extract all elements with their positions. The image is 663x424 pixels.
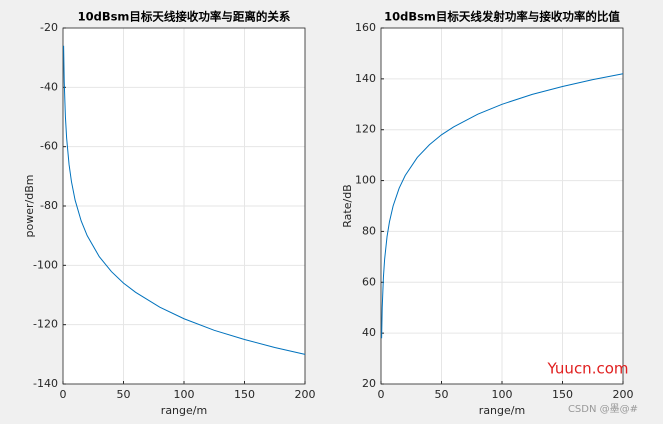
x-tick-label: 0 xyxy=(378,388,385,401)
x-tick-label: 50 xyxy=(117,388,131,401)
y-axis-label: power/dBm xyxy=(23,175,36,238)
chart-title: 10dBsm目标天线发射功率与接收功率的比值 xyxy=(384,10,620,24)
x-tick-label: 50 xyxy=(435,388,449,401)
x-tick-label: 150 xyxy=(552,388,573,401)
y-tick-label: -60 xyxy=(40,140,58,153)
y-tick-label: -20 xyxy=(40,21,58,34)
x-tick-label: 200 xyxy=(613,388,634,401)
data-line xyxy=(63,45,306,355)
y-tick-label: 160 xyxy=(355,21,376,34)
y-tick-label: 100 xyxy=(355,174,376,187)
y-axis-label: Rate/dB xyxy=(341,184,354,227)
y-tick-label: -80 xyxy=(40,199,58,212)
y-tick-label: 60 xyxy=(362,275,376,288)
y-tick-label: 140 xyxy=(355,72,376,85)
axes-frame xyxy=(62,27,306,385)
y-tick-label: -140 xyxy=(33,377,58,390)
y-tick-label: 40 xyxy=(362,326,376,339)
y-tick-label: 120 xyxy=(355,123,376,136)
y-tick-label: 20 xyxy=(362,377,376,390)
x-tick-label: 150 xyxy=(234,388,255,401)
axes-frame xyxy=(380,27,624,385)
y-tick-label: -100 xyxy=(33,258,58,271)
watermark-site: Yuucn.com xyxy=(546,360,628,378)
watermark-csdn: CSDN @墨@# xyxy=(568,403,638,415)
axes: 0 50 100 150 200 -140 -120 -100 -80 -60 -40 -20 10dB… xyxy=(23,10,316,418)
x-tick-label: 200 xyxy=(295,388,316,401)
x-tick-label: 0 xyxy=(60,388,67,401)
axes: 0 50 100 150 200 20 40 60 80 100 120 140 160 10dBsm目标… xyxy=(341,10,634,418)
y-tick-label: 80 xyxy=(362,224,376,237)
x-tick-label: 100 xyxy=(174,388,195,401)
chart-title: 10dBsm目标天线接收功率与距离的关系 xyxy=(78,10,291,24)
x-tick-label: 100 xyxy=(492,388,513,401)
x-axis-label: range/m xyxy=(479,404,525,417)
data-line xyxy=(381,73,624,339)
x-axis-label: range/m xyxy=(161,404,207,417)
y-tick-label: -120 xyxy=(33,318,58,331)
y-tick-label: -40 xyxy=(40,80,58,93)
